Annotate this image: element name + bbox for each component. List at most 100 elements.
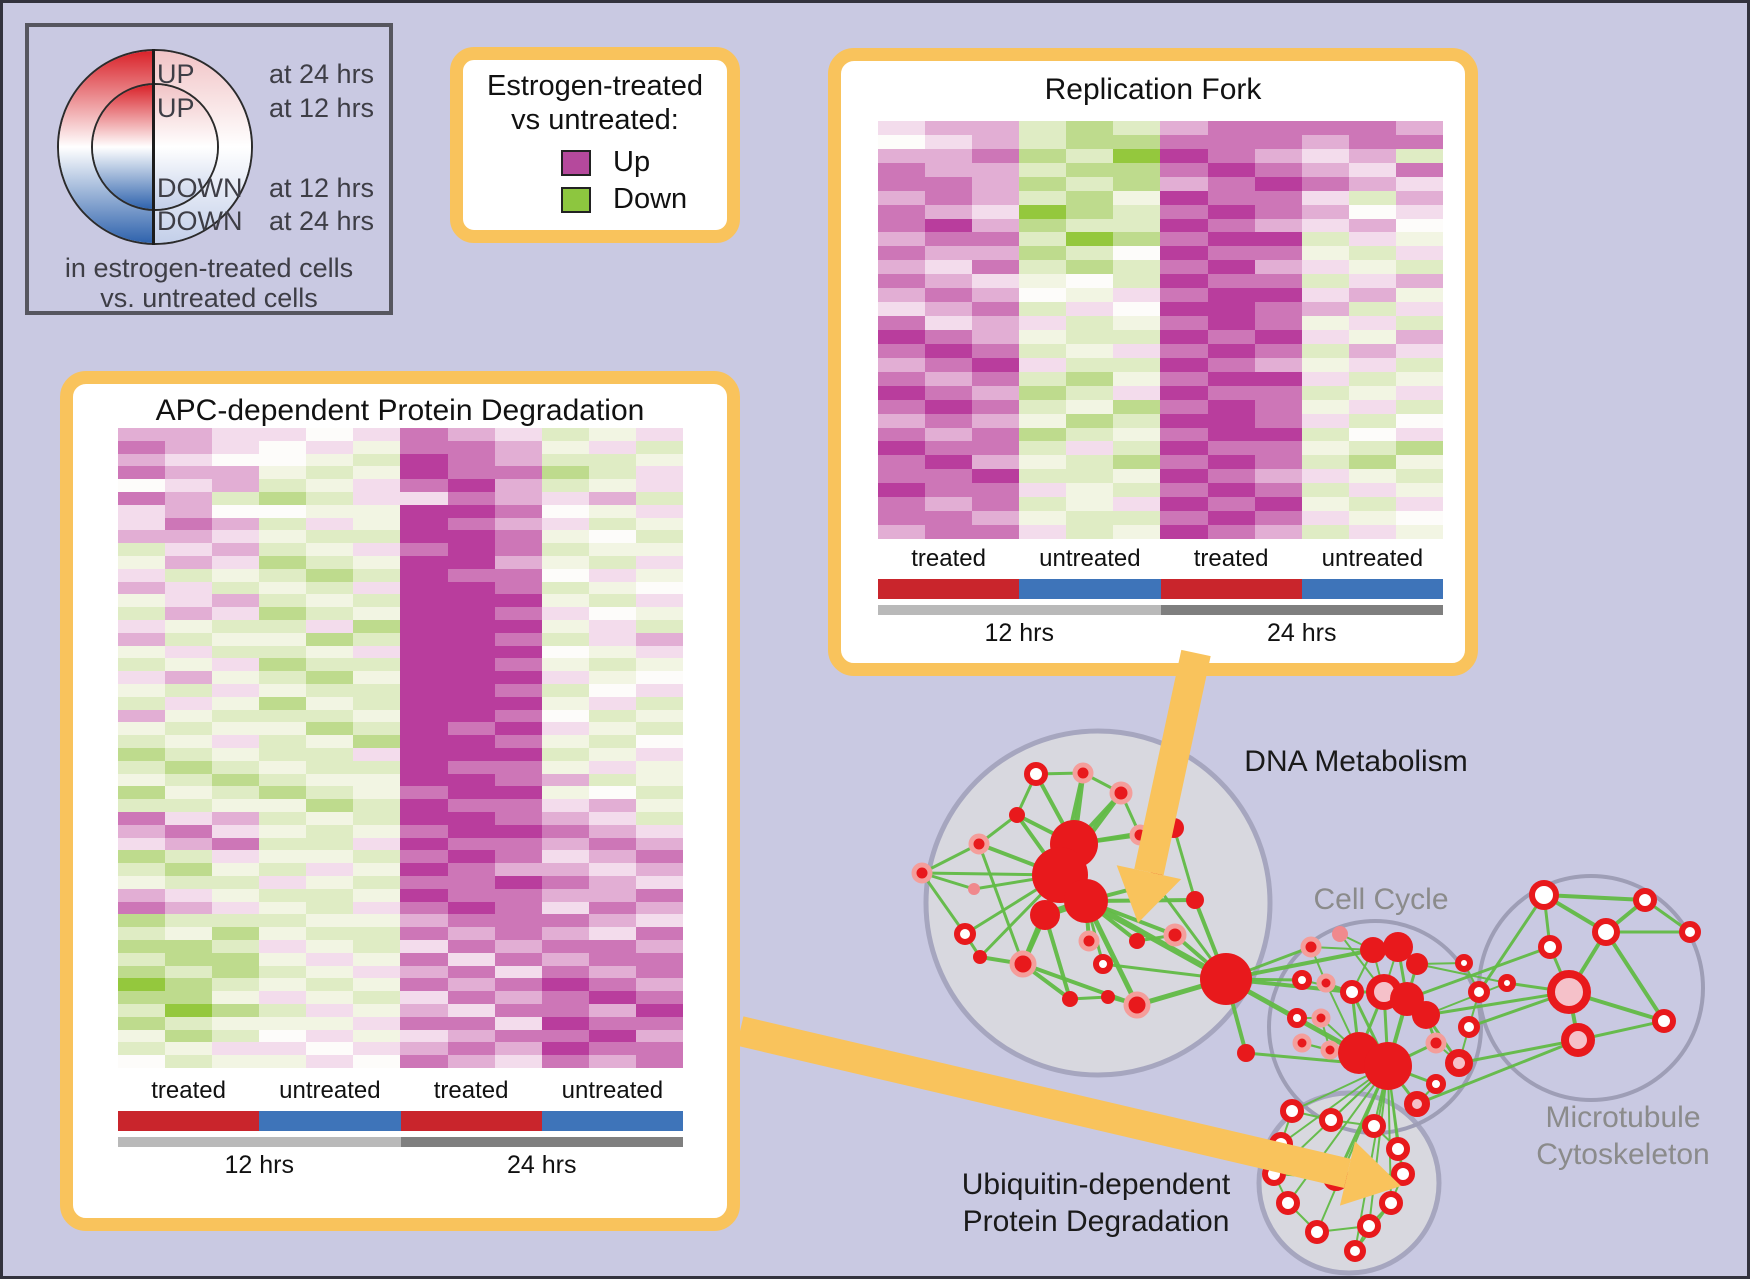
heatmap-cell xyxy=(541,568,589,582)
heatmap-cell xyxy=(1254,413,1302,428)
heatmap-cell xyxy=(1066,497,1114,512)
heatmap-cell xyxy=(588,556,636,569)
heatmap-cell xyxy=(541,453,589,467)
heatmap-cell xyxy=(878,134,926,149)
heatmap-cell xyxy=(118,952,166,966)
heatmap-cell xyxy=(306,684,354,697)
heatmap-cell xyxy=(1207,497,1255,512)
heatmap-cell xyxy=(1160,148,1208,163)
heatmap-cell xyxy=(494,978,542,992)
heatmap-cell xyxy=(588,671,636,684)
network-edge xyxy=(1339,933,1374,951)
heatmap-cell xyxy=(635,543,683,556)
heatmap-cell xyxy=(259,799,307,812)
heatmap-cell xyxy=(635,952,683,966)
heatmap-cell xyxy=(1254,343,1302,358)
heatmap-cell xyxy=(494,991,542,1004)
heatmap-cell xyxy=(541,824,589,838)
heatmap-cell xyxy=(925,218,973,233)
heatmap-cell xyxy=(1066,483,1114,498)
heatmap-cell xyxy=(306,940,354,953)
heatmap-cell xyxy=(118,428,166,441)
heatmap-cell xyxy=(1160,483,1208,498)
network-edge xyxy=(1325,982,1353,993)
network-node xyxy=(1458,1016,1480,1038)
network-edge xyxy=(1328,1048,1361,1055)
heatmap-cell xyxy=(1113,162,1161,177)
network-node xyxy=(1009,807,1025,823)
network-node xyxy=(1062,991,1078,1007)
network-edge xyxy=(1071,770,1086,847)
heatmap-cell xyxy=(494,1042,542,1056)
heatmap-cell xyxy=(1113,176,1161,191)
network-edge xyxy=(1041,897,1090,919)
heatmap-cell xyxy=(1019,413,1067,428)
heatmap-cell xyxy=(972,385,1020,400)
heatmap-cell xyxy=(1395,148,1443,163)
heatmap-cell xyxy=(541,773,589,787)
heatmap-cell xyxy=(259,479,307,492)
heatmap-cell xyxy=(494,581,542,595)
heatmap-cell xyxy=(635,594,683,608)
heatmap-cell xyxy=(1254,455,1302,470)
heatmap-cell xyxy=(400,428,448,441)
untreated-bar xyxy=(1019,579,1161,599)
heatmap-cell xyxy=(541,684,589,697)
network-node xyxy=(1009,950,1037,978)
network-edge xyxy=(1320,1017,1331,1051)
heatmap-cell xyxy=(1019,134,1067,149)
heatmap-cell xyxy=(353,991,401,1004)
network-node xyxy=(1280,1099,1304,1123)
heatmap-cell xyxy=(259,504,307,518)
heatmap-cell xyxy=(118,786,166,800)
network-edge xyxy=(1084,899,1177,937)
heatmap-cell xyxy=(353,722,401,736)
heatmap-cell xyxy=(1301,232,1349,247)
network-edge xyxy=(1119,791,1142,837)
heatmap-cell xyxy=(1348,246,1396,261)
heatmap-cell xyxy=(400,1016,448,1030)
heatmap-cell xyxy=(1113,204,1161,219)
network-node xyxy=(1200,953,1252,1005)
heatmap-cell xyxy=(259,671,307,684)
heatmap-cell xyxy=(1395,343,1443,358)
timepoint-labels: 12 hrs 24 hrs xyxy=(118,1151,683,1181)
heatmap-cell xyxy=(1348,413,1396,428)
heatmap-cell xyxy=(306,735,354,748)
heatmap-cell xyxy=(494,965,542,979)
heatmap-cell xyxy=(400,479,448,492)
network-node xyxy=(1144,872,1166,894)
heatmap-cell xyxy=(353,696,401,710)
heatmap-cell xyxy=(635,620,683,633)
heatmap-cell xyxy=(1160,413,1208,428)
heatmap-cell xyxy=(541,428,589,441)
network-label: Protein Degradation xyxy=(962,1205,1230,1238)
heatmap-cell xyxy=(588,812,636,825)
heatmap-cell xyxy=(400,799,448,812)
network-edge xyxy=(1354,1065,1389,1252)
heatmap-cell xyxy=(212,530,260,544)
heatmap-cell xyxy=(118,671,166,684)
network-edge xyxy=(1135,933,1177,943)
heatmap-cell xyxy=(1254,525,1302,539)
heatmap-cell xyxy=(1160,134,1208,149)
heatmap-cell xyxy=(212,1004,260,1017)
heatmap-cell xyxy=(1113,469,1161,484)
heatmap-cell xyxy=(259,722,307,736)
heatmap-cell xyxy=(541,620,589,633)
heatmap-cell xyxy=(400,735,448,748)
heatmap-cell xyxy=(1254,176,1302,191)
heatmap-cell xyxy=(259,645,307,659)
heatmap-cell xyxy=(588,722,636,736)
heatmap-cell xyxy=(588,440,636,454)
time-label-12hrs: 12 hrs xyxy=(224,1151,294,1179)
heatmap-cell xyxy=(118,876,166,889)
network-node xyxy=(1547,970,1591,1014)
heatmap-cell xyxy=(1019,385,1067,400)
network-edge xyxy=(1350,990,1361,1055)
heatmap-cell xyxy=(165,901,213,915)
heatmap-cell xyxy=(212,568,260,582)
heatmap-cell xyxy=(1160,316,1208,330)
heatmap-cell xyxy=(588,786,636,800)
network-edge xyxy=(1021,962,1072,1001)
